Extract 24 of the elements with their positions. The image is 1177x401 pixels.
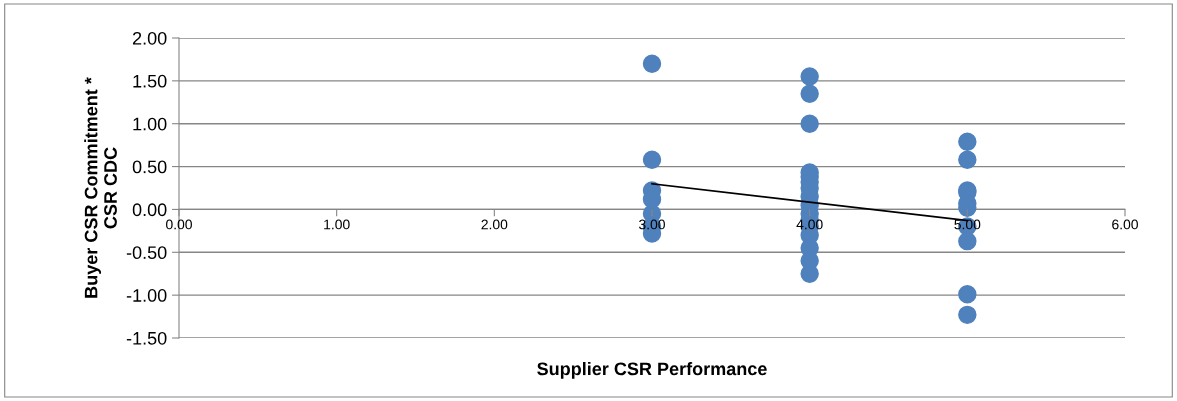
x-tick-label: 0.00 bbox=[166, 219, 192, 230]
y-tick-label: -1.50 bbox=[126, 331, 167, 345]
y-tick-label: 1.50 bbox=[133, 74, 167, 88]
point bbox=[958, 231, 977, 251]
x-axis-title: Supplier CSR Performance bbox=[537, 362, 767, 379]
point bbox=[800, 67, 819, 86]
y-tick-label: 2.00 bbox=[132, 31, 167, 45]
point bbox=[800, 84, 819, 103]
point bbox=[642, 150, 662, 169]
point bbox=[958, 132, 977, 151]
point bbox=[642, 54, 662, 73]
point bbox=[958, 150, 977, 169]
y-tick-label: -1.00 bbox=[126, 289, 167, 302]
x-tick-label: 2.00 bbox=[481, 219, 508, 230]
y-tick-label: 0.00 bbox=[132, 203, 167, 217]
x-tick-label: 1.00 bbox=[324, 219, 350, 230]
point bbox=[958, 285, 977, 304]
point bbox=[800, 114, 819, 133]
y-axis-title: Buyer CSR Commitment * CSR CDC bbox=[84, 77, 117, 298]
x-tick-label: 6.00 bbox=[1112, 219, 1138, 230]
point bbox=[958, 305, 977, 325]
y-tick-label: 0.50 bbox=[132, 160, 167, 174]
y-tick-label: -0.50 bbox=[126, 246, 167, 260]
y-tick-label: 1.00 bbox=[133, 117, 167, 131]
